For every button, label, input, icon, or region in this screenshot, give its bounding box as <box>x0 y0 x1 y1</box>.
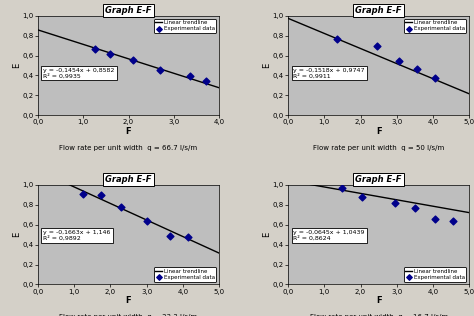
Experimental data <box>156 67 164 72</box>
X-axis label: F: F <box>126 296 131 305</box>
Experimental data <box>391 200 399 205</box>
Title: Graph E-F: Graph E-F <box>356 175 402 184</box>
Title: Graph E-F: Graph E-F <box>105 6 152 15</box>
Legend: Linear trendline, Experimental data: Linear trendline, Experimental data <box>154 267 216 282</box>
Experimental data <box>186 73 193 78</box>
Experimental data <box>129 58 137 63</box>
Text: y = -0,1518x + 0,9747
R² = 0,9911: y = -0,1518x + 0,9747 R² = 0,9911 <box>293 68 365 79</box>
Experimental data <box>166 233 174 238</box>
Experimental data <box>431 76 438 81</box>
Experimental data <box>411 205 419 210</box>
Experimental data <box>98 193 105 198</box>
X-axis label: F: F <box>126 127 131 136</box>
Experimental data <box>107 52 114 57</box>
Text: y = -0,1663x + 1,146
R² = 0,9892: y = -0,1663x + 1,146 R² = 0,9892 <box>43 230 111 241</box>
Experimental data <box>373 44 381 49</box>
Experimental data <box>431 216 438 221</box>
Experimental data <box>184 234 192 240</box>
Experimental data <box>449 218 457 223</box>
Text: y = -0,0645x + 1,0439
R² = 0,8624: y = -0,0645x + 1,0439 R² = 0,8624 <box>293 230 365 241</box>
X-axis label: F: F <box>376 127 382 136</box>
Y-axis label: E: E <box>12 63 21 68</box>
Text: Flow rate per unit width  q = 50 l/s/m: Flow rate per unit width q = 50 l/s/m <box>313 145 444 151</box>
Experimental data <box>338 186 346 191</box>
Y-axis label: E: E <box>262 63 271 68</box>
Legend: Linear trendline, Experimental data: Linear trendline, Experimental data <box>404 267 466 282</box>
Experimental data <box>80 192 87 197</box>
Title: Graph E-F: Graph E-F <box>356 6 402 15</box>
Experimental data <box>358 195 366 200</box>
Text: Flow rate per unit width  q = 16.7 l/s/m: Flow rate per unit width q = 16.7 l/s/m <box>310 314 448 316</box>
Title: Graph E-F: Graph E-F <box>105 175 152 184</box>
Experimental data <box>395 58 402 63</box>
Experimental data <box>333 36 341 41</box>
Experimental data <box>413 66 420 71</box>
Experimental data <box>202 79 210 84</box>
Legend: Linear trendline, Experimental data: Linear trendline, Experimental data <box>404 19 466 33</box>
Y-axis label: E: E <box>12 232 21 237</box>
Text: Flow rate per unit width  q = 66.7 l/s/m: Flow rate per unit width q = 66.7 l/s/m <box>59 145 198 151</box>
Text: Flow rate per unit width  q = 33.3 l/s/m: Flow rate per unit width q = 33.3 l/s/m <box>59 314 198 316</box>
Experimental data <box>143 218 150 223</box>
Experimental data <box>91 46 98 52</box>
Text: y = -0,1454x + 0,8582
R² = 0,9935: y = -0,1454x + 0,8582 R² = 0,9935 <box>43 68 115 79</box>
Experimental data <box>118 205 125 210</box>
Legend: Linear trendline, Experimental data: Linear trendline, Experimental data <box>154 19 216 33</box>
Y-axis label: E: E <box>262 232 271 237</box>
X-axis label: F: F <box>376 296 382 305</box>
